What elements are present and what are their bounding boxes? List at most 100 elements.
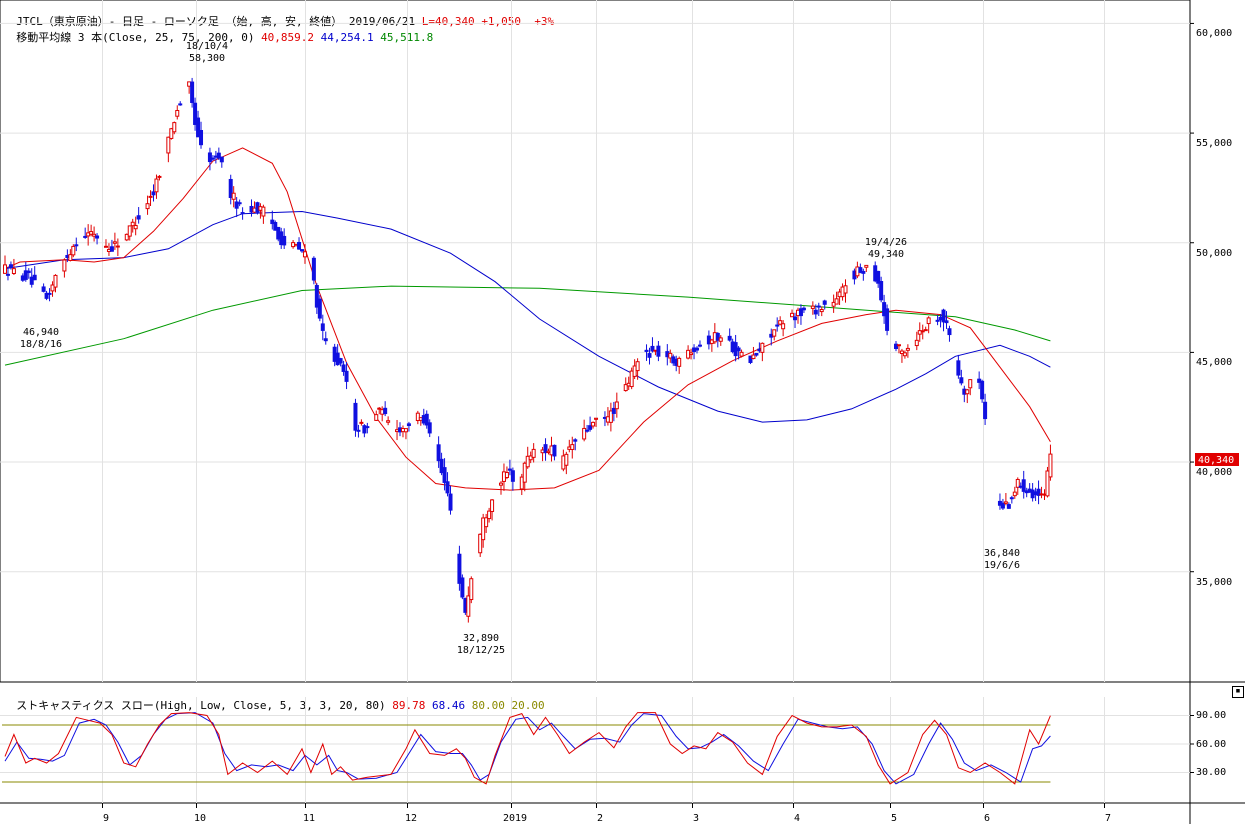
candle	[525, 446, 530, 469]
candle	[154, 174, 159, 199]
candle	[629, 367, 634, 390]
candle	[377, 407, 382, 415]
candle-body	[947, 328, 952, 336]
candle	[623, 377, 628, 392]
candle	[614, 392, 619, 418]
candle-body	[585, 429, 590, 432]
annotation-date: 18/10/4	[186, 41, 228, 52]
candle-body	[980, 380, 985, 400]
candle	[3, 255, 7, 274]
candle	[935, 314, 940, 326]
candle	[68, 249, 73, 262]
candle-body	[127, 225, 132, 237]
candle	[819, 306, 824, 317]
candle	[861, 268, 866, 281]
candle	[677, 356, 682, 374]
candle-body	[240, 212, 245, 215]
candle	[109, 239, 114, 252]
candle-body	[751, 354, 756, 360]
candle	[210, 155, 215, 161]
candle	[519, 473, 524, 496]
candle	[341, 360, 346, 376]
candle-body	[611, 407, 616, 414]
candle-body	[169, 128, 174, 139]
candle	[980, 379, 985, 403]
candle-body	[968, 379, 973, 389]
candle-body	[83, 235, 88, 238]
candle	[965, 388, 970, 404]
candle-body	[715, 332, 720, 341]
candle-body	[507, 468, 512, 471]
candle	[386, 416, 391, 426]
candle	[175, 105, 180, 120]
candle	[956, 354, 961, 379]
month-label: 12	[405, 813, 417, 824]
candle-body	[570, 444, 575, 450]
candle-body	[487, 510, 492, 520]
candle	[216, 147, 221, 161]
candle	[219, 156, 224, 168]
ma75-line	[4, 210, 1051, 423]
stoch-d-value: 68.46	[432, 699, 466, 712]
candle	[570, 436, 575, 459]
candle	[650, 337, 655, 353]
candle	[148, 190, 153, 207]
candle-body	[62, 259, 67, 272]
candle-body	[1006, 504, 1011, 509]
candle	[1048, 444, 1053, 481]
month-label: 9	[103, 813, 109, 824]
candle	[302, 244, 307, 264]
candle	[83, 227, 88, 239]
candle	[905, 344, 910, 358]
candle-body	[210, 157, 215, 160]
candle-body	[632, 365, 637, 377]
candle	[941, 308, 946, 332]
candle	[727, 328, 732, 342]
candle	[754, 352, 759, 357]
candle	[41, 283, 46, 293]
candle-body	[71, 245, 76, 256]
candle-body	[124, 233, 129, 241]
candle	[383, 401, 388, 417]
candle-body	[228, 178, 233, 198]
candle	[573, 438, 578, 451]
candle	[424, 410, 429, 429]
candle-body	[95, 235, 100, 239]
candle-body	[406, 423, 411, 426]
candle	[157, 175, 162, 181]
expand-panel-button[interactable]: ▪	[1232, 686, 1244, 698]
candle-body	[736, 347, 741, 352]
candle	[656, 340, 661, 362]
candle-body	[739, 351, 744, 357]
candle	[231, 186, 236, 208]
candle	[564, 451, 569, 475]
candle-body	[983, 401, 988, 420]
candle	[403, 428, 408, 440]
candle-body	[50, 284, 55, 292]
candle-body	[362, 425, 367, 434]
candle	[151, 184, 156, 202]
ma200-line	[4, 285, 1051, 366]
candle-body	[219, 156, 224, 163]
candle	[816, 302, 821, 316]
candle-body	[564, 453, 569, 466]
candle	[876, 270, 881, 288]
last-price-tag-text: 40,340	[1198, 455, 1234, 466]
candle-body	[469, 578, 474, 601]
candle-body	[977, 378, 982, 383]
candle	[748, 355, 753, 365]
ma-label: 移動平均線 3 本(Close, 25, 75, 200, 0)	[16, 31, 255, 44]
candle	[582, 419, 587, 442]
candle-body	[300, 249, 304, 252]
candle	[914, 331, 919, 351]
candle-body	[935, 319, 940, 322]
candle-body	[813, 309, 818, 315]
candle-body	[374, 414, 379, 421]
candle-body	[594, 417, 599, 420]
main-frame	[0, 0, 1191, 683]
candle-body	[442, 467, 447, 483]
candle-body	[338, 358, 343, 364]
ma200-value: 45,511.8	[380, 31, 434, 44]
